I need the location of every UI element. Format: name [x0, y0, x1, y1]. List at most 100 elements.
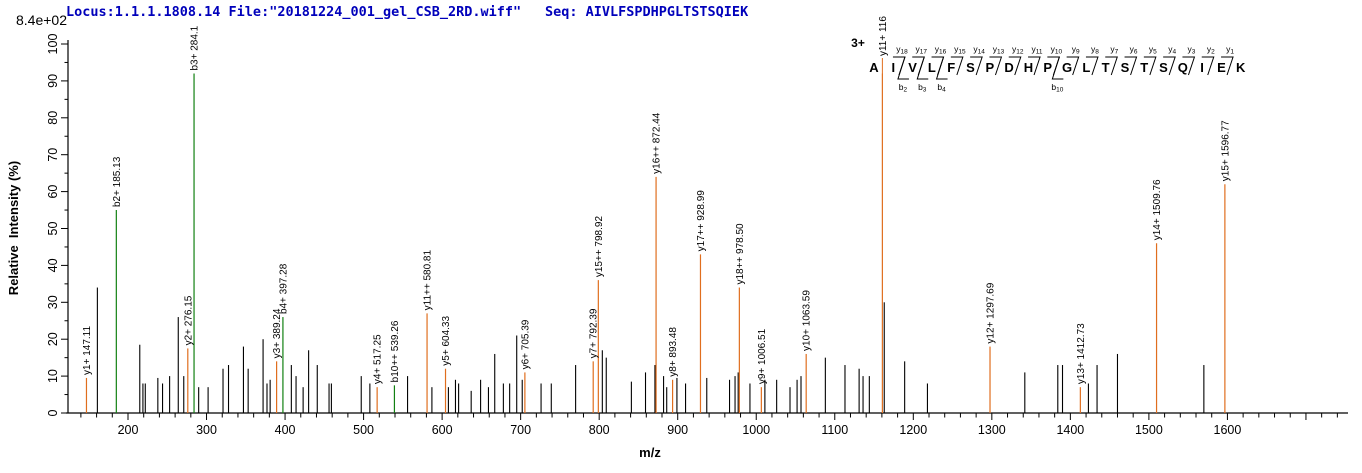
x-tick-label: 200	[118, 423, 139, 437]
residue-letter: A	[869, 60, 879, 75]
y-ion-mark-label: y18	[896, 44, 908, 56]
b-ion-mark-label: b3	[918, 82, 927, 94]
residue-letter: T	[1140, 60, 1148, 75]
y-ion-mark-label: y14	[973, 44, 985, 56]
y-ion-peak-label: y15+ 1596.77	[1220, 120, 1231, 181]
peaks-layer	[85, 58, 1226, 413]
residue-letter: E	[1217, 60, 1226, 75]
y-ion-mark-label: y4	[1168, 44, 1176, 56]
residue-letter: G	[1062, 60, 1072, 75]
y-ion-peak-label: y2+ 276.15	[183, 295, 194, 345]
x-tick-label: 400	[275, 423, 296, 437]
y-tick-label: 20	[46, 332, 60, 346]
y-tick-label: 60	[46, 185, 60, 199]
residue-letter: I	[891, 60, 895, 75]
y-cleavage-mark	[1143, 56, 1157, 76]
y-ion-peak-label: y8+ 893.48	[668, 327, 679, 377]
y-ion-peak-label: y14+ 1509.76	[1152, 179, 1163, 240]
y-ion-peak-label: y15++ 798.92	[594, 216, 605, 278]
y-ion-mark-label: y2	[1207, 44, 1215, 56]
y-ion-mark-label: y16	[935, 44, 947, 56]
b-cleavage-mark	[897, 56, 909, 80]
x-axis-title: m/z	[639, 445, 661, 460]
residue-letter: S	[1121, 60, 1130, 75]
locus-file-label: Locus:1.1.1.1808.14 File:"20181224_001_g…	[66, 4, 521, 20]
b-cleavage-mark	[1051, 56, 1064, 80]
y-tick-label: 40	[46, 258, 60, 272]
y-axis-title: Relative Intensity (%)	[6, 161, 21, 295]
y-ion-peak-label: y18++ 978.50	[735, 223, 746, 285]
residue-letter: P	[985, 60, 994, 75]
y-ion-peak-label: y11++ 580.81	[423, 250, 434, 311]
residue-letter: V	[908, 60, 917, 75]
y-tick-label: 50	[46, 222, 60, 236]
y-cleavage-mark	[1163, 56, 1176, 76]
precursor-charge-label: 3+	[851, 36, 865, 50]
y-tick-label: 100	[46, 34, 60, 55]
y-cleavage-mark	[1182, 56, 1196, 76]
y-ion-mark-label: y5	[1149, 44, 1157, 56]
y-cleavage-mark	[1201, 56, 1215, 76]
y-ion-mark-label: y17	[916, 44, 928, 56]
x-tick-label: 1200	[899, 423, 927, 437]
axes-layer: 200 300 400 500 600 700 800 900 1000 1100 1200 1300…	[46, 34, 1348, 437]
x-tick-label: 1000	[742, 423, 770, 437]
peak-labels-layer: b2+ 185.13 b3+ 284.1 b4+ 397.28 b10++ 539.2…	[82, 16, 1231, 385]
y-cleavage-mark	[1028, 56, 1041, 76]
x-tick-label: 800	[589, 423, 610, 437]
y-ion-peak-label: y12+ 1297.69	[986, 282, 997, 343]
y-cleavage-mark	[970, 56, 983, 76]
y-cleavage-mark	[989, 56, 1003, 76]
b-ion-mark-label: b2	[899, 82, 908, 94]
y-tick-label: 0	[46, 409, 60, 416]
y-tick-label: 80	[46, 111, 60, 125]
residue-letter: K	[1236, 60, 1246, 75]
y-ion-peak-label: y7+ 792.39	[589, 308, 600, 358]
residue-letter: I	[1200, 60, 1204, 75]
y-ion-mark-label: y15	[954, 44, 966, 56]
b-ion-peak-label: b10++ 539.26	[390, 320, 401, 382]
residue-letter: P	[1043, 60, 1052, 75]
intensity-full-scale-label: 8.4e+02	[16, 12, 67, 28]
y-ion-mark-label: y7	[1110, 44, 1118, 56]
b-cleavage-mark	[935, 56, 948, 80]
y-ion-mark-label: y6	[1130, 44, 1138, 56]
y-cleavage-mark	[1008, 56, 1022, 76]
x-tick-label: 500	[353, 423, 374, 437]
x-tick-label: 1500	[1135, 423, 1163, 437]
residue-letter: F	[947, 60, 955, 75]
y-tick-label: 30	[46, 295, 60, 309]
y-cleavage-mark	[1124, 56, 1138, 76]
residue-letter: L	[928, 60, 936, 75]
b-ion-peak-label: b3+ 284.1	[190, 25, 201, 70]
x-tick-label: 1400	[1056, 423, 1084, 437]
y-ion-peak-label: y6+ 705.39	[520, 319, 531, 369]
y-cleavage-mark	[950, 56, 964, 76]
x-tick-label: 900	[667, 423, 688, 437]
b-cleavage-mark	[916, 56, 929, 80]
y-ion-mark-label: y10	[1051, 44, 1063, 56]
y-ion-mark-label: y12	[1012, 44, 1024, 56]
y-ion-peak-label: y13+ 1412.73	[1076, 323, 1087, 384]
y-ion-mark-label: y8	[1091, 44, 1099, 56]
y-ion-mark-label: y9	[1072, 44, 1080, 56]
residue-letter: S	[966, 60, 975, 75]
y-ion-peak-label: y4+ 517.25	[373, 334, 384, 384]
y-tick-label: 90	[46, 74, 60, 88]
residue-letter: L	[1082, 60, 1090, 75]
y-ion-peak-label: y17++ 928.99	[696, 190, 707, 252]
x-tick-label: 1600	[1214, 423, 1242, 437]
residue-letter: D	[1004, 60, 1013, 75]
b-ion-mark-label: b10	[1051, 82, 1063, 94]
y-cleavage-mark	[1221, 56, 1234, 76]
y-ion-mark-label: y11	[1032, 44, 1043, 56]
x-tick-label: 600	[432, 423, 453, 437]
y-tick-label: 10	[46, 369, 60, 383]
y-tick-label: 70	[46, 148, 60, 162]
y-cleavage-mark	[1105, 56, 1118, 76]
b-ion-peak-label: b2+ 185.13	[112, 156, 123, 207]
y-ion-peak-label: y1+ 147.11	[82, 325, 93, 374]
